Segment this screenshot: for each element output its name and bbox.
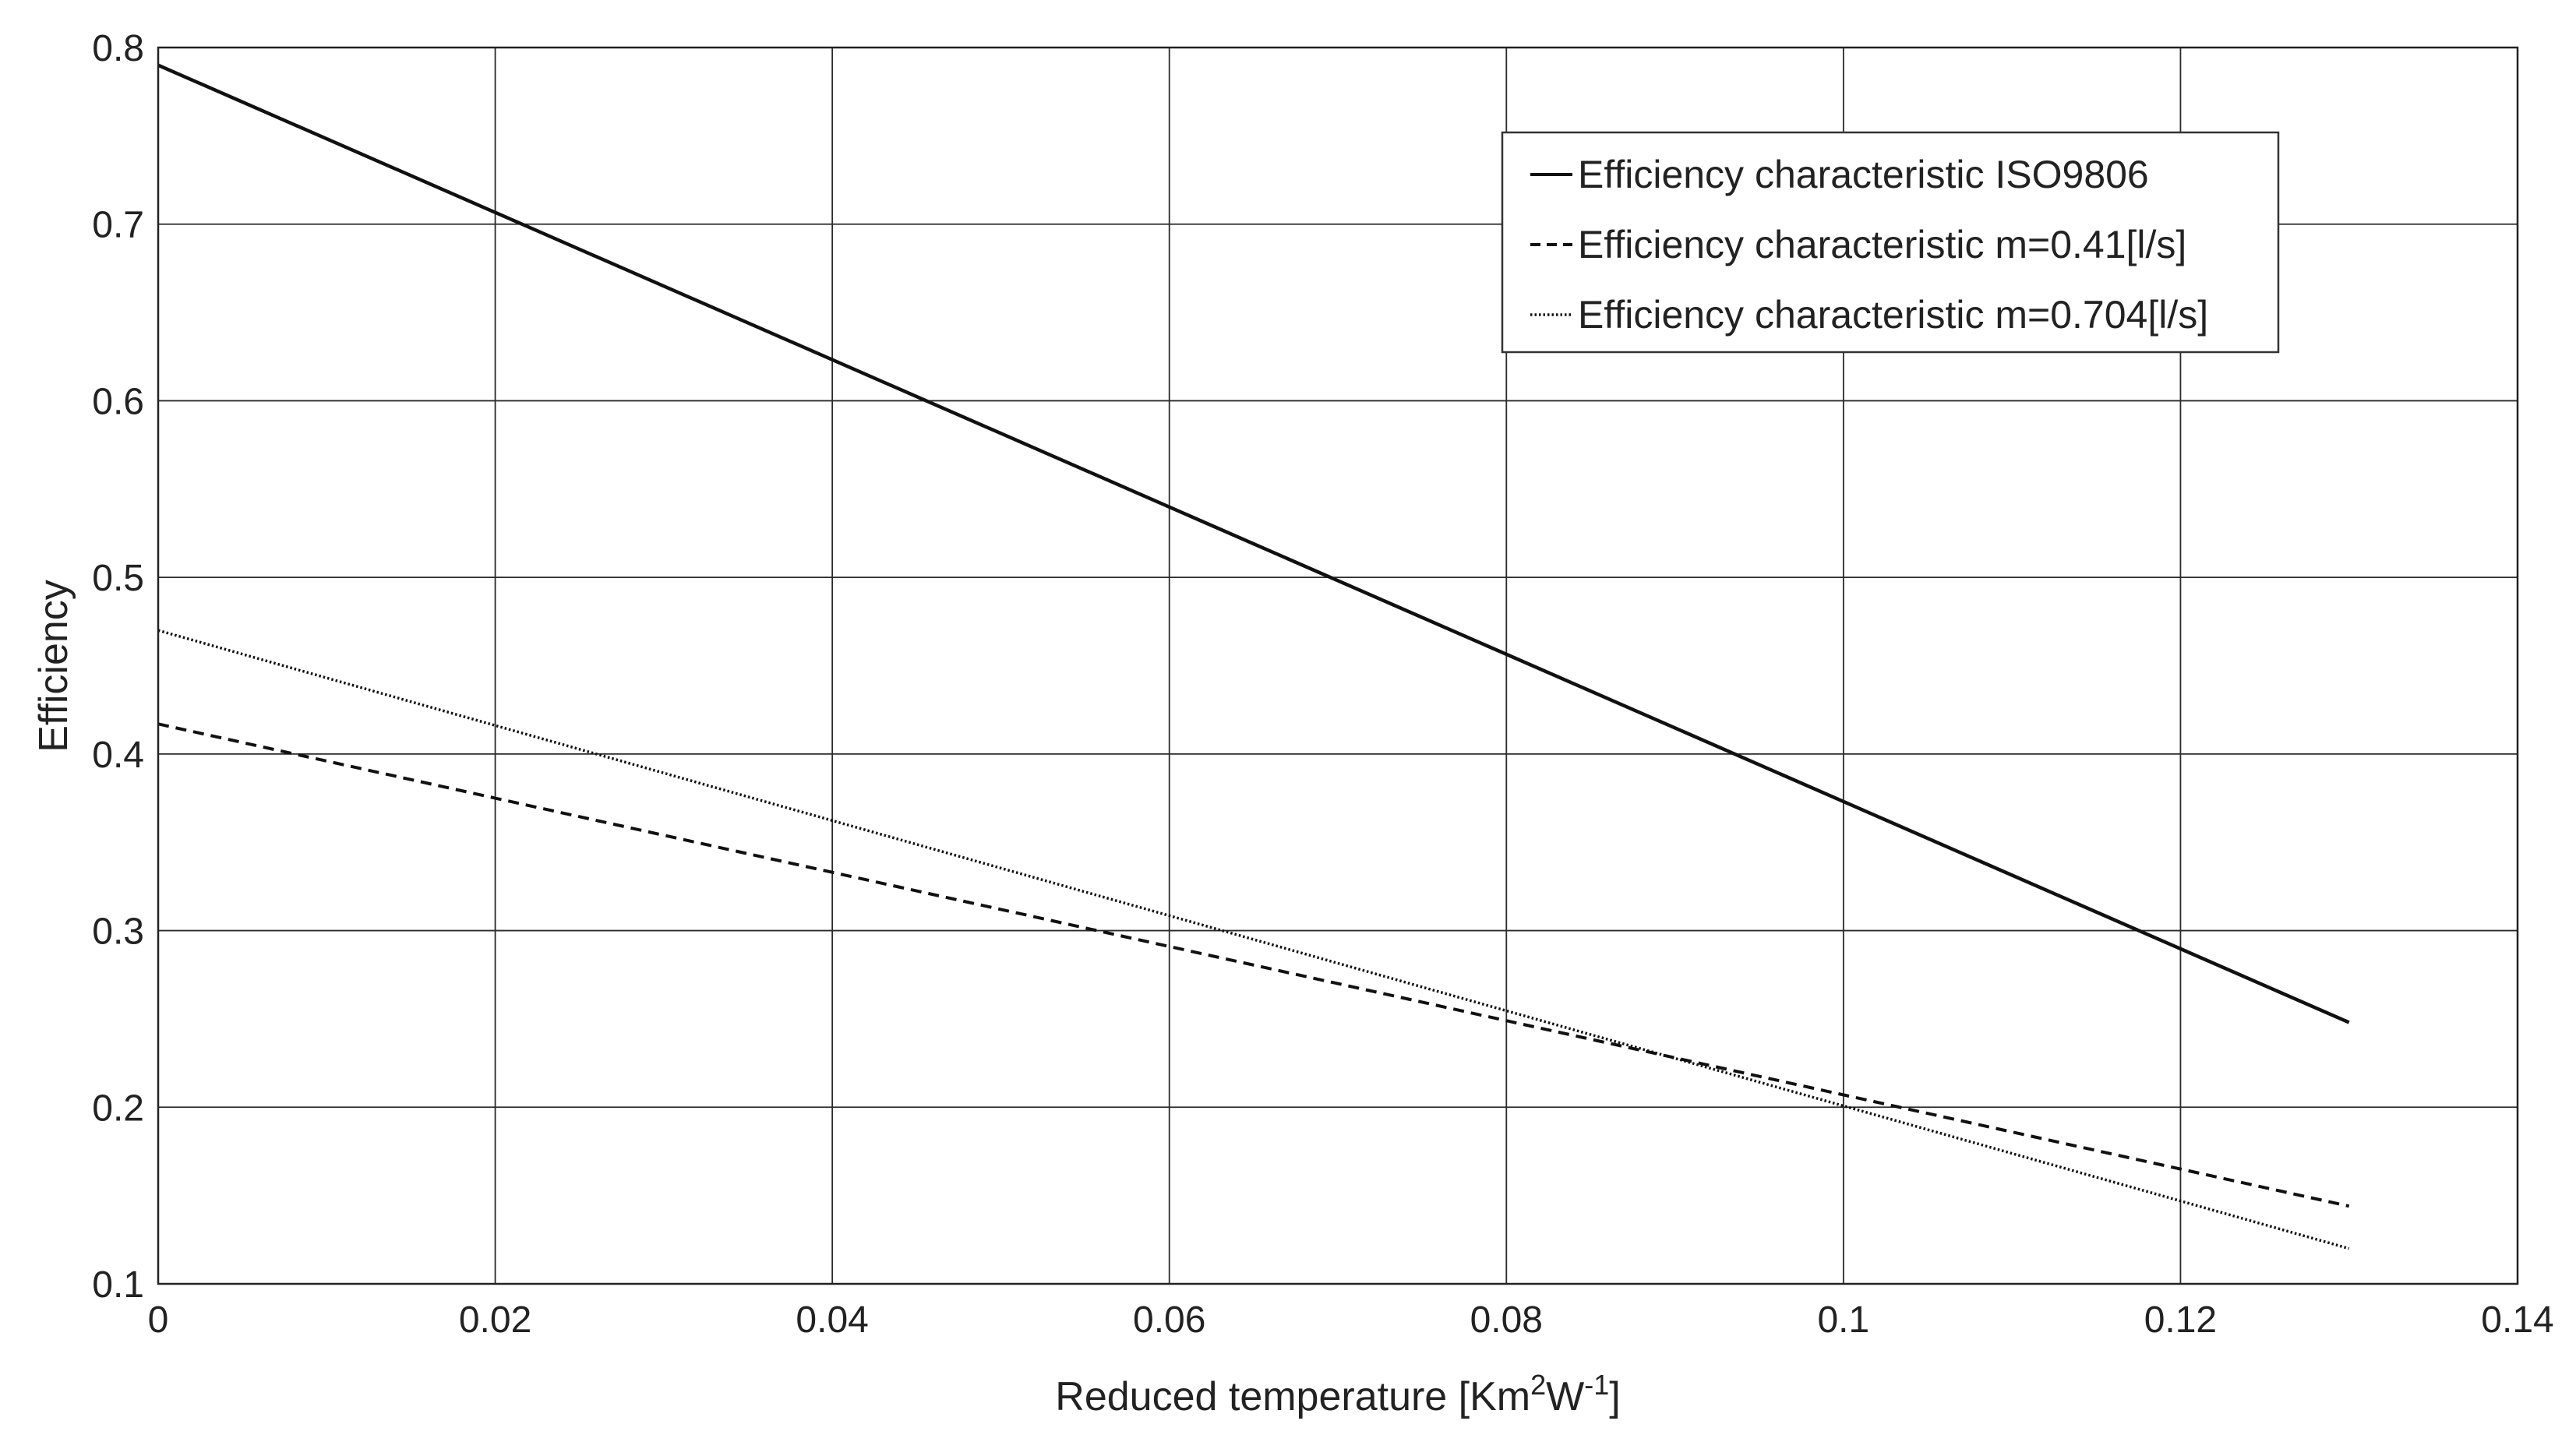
x-tick-label: 0.14 bbox=[2481, 1299, 2553, 1341]
y-axis-title: Efficiency bbox=[31, 580, 76, 753]
x-tick-label: 0 bbox=[148, 1299, 169, 1341]
x-axis-title-main: Reduced temperature [Km bbox=[1055, 1374, 1530, 1419]
x-tick-label: 0.04 bbox=[796, 1299, 868, 1341]
x-axis-title-end: ] bbox=[1609, 1374, 1620, 1419]
legend-entry-m0704: Efficiency characteristic m=0.704[l/s] bbox=[1530, 293, 2208, 337]
series-lines bbox=[157, 63, 2350, 1250]
legend-entry-iso9806: Efficiency characteristic ISO9806 bbox=[1530, 153, 2149, 196]
legend-box bbox=[1501, 131, 2280, 354]
legend-label-iso9806: Efficiency characteristic ISO9806 bbox=[1578, 153, 2149, 196]
x-axis-title-middle: W bbox=[1546, 1374, 1584, 1419]
x-axis-title-superscript-2: -1 bbox=[1584, 1369, 1609, 1401]
legend-label-m0704: Efficiency characteristic m=0.704[l/s] bbox=[1578, 293, 2208, 337]
x-tick-label: 0.1 bbox=[1817, 1299, 1869, 1341]
legend-label-m041: Efficiency characteristic m=0.41[l/s] bbox=[1578, 223, 2186, 266]
x-tick-label: 0.06 bbox=[1133, 1299, 1205, 1341]
y-tick-label: 0.8 bbox=[92, 28, 144, 69]
legend-entry-m041: Efficiency characteristic m=0.41[l/s] bbox=[1530, 223, 2186, 266]
x-tick-label: 0.12 bbox=[2144, 1299, 2217, 1341]
series-line-dashed bbox=[157, 722, 2350, 1208]
series-line-dotted bbox=[157, 629, 2350, 1250]
y-tick-label: 0.5 bbox=[92, 558, 144, 599]
y-tick-label: 0.1 bbox=[92, 1264, 144, 1306]
legend: Efficiency characteristic ISO9806 Effici… bbox=[1501, 131, 2280, 354]
y-axis-ticks: 0.1 0.2 0.3 0.4 0.5 0.6 0.7 0.8 bbox=[92, 28, 144, 1306]
series-line-solid bbox=[157, 63, 2350, 1024]
y-tick-label: 0.6 bbox=[92, 381, 144, 422]
y-tick-label: 0.4 bbox=[92, 735, 144, 776]
x-axis-title: Reduced temperature [Km2W-1] bbox=[1055, 1369, 1620, 1419]
x-axis-title-superscript-1: 2 bbox=[1530, 1369, 1546, 1401]
y-tick-label: 0.3 bbox=[92, 911, 144, 953]
plot-area-frame bbox=[157, 46, 2519, 1285]
y-tick-label: 0.7 bbox=[92, 205, 144, 246]
x-tick-label: 0.02 bbox=[459, 1299, 531, 1341]
x-axis-ticks: 0 0.02 0.04 0.06 0.08 0.1 0.12 0.14 bbox=[148, 1299, 2554, 1341]
x-tick-label: 0.08 bbox=[1470, 1299, 1543, 1341]
y-tick-label: 0.2 bbox=[92, 1088, 144, 1129]
